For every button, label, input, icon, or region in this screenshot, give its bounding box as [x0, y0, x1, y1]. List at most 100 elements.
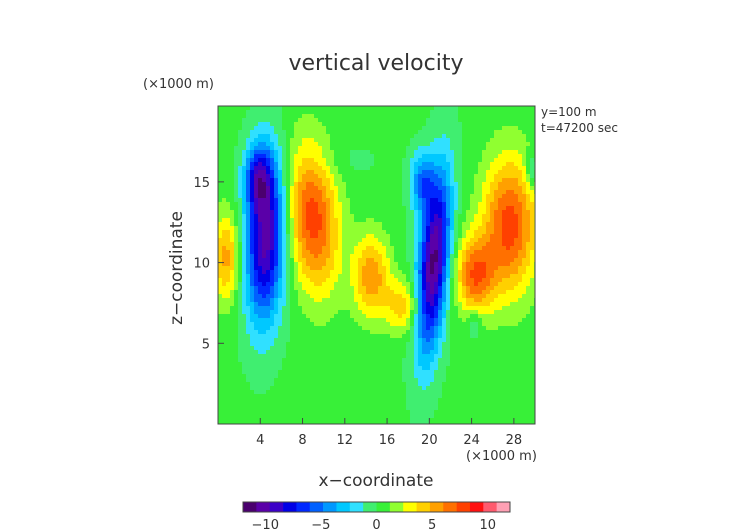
heatmap-cell — [362, 278, 367, 283]
heatmap-cell — [414, 138, 419, 143]
heatmap-cell — [422, 254, 427, 259]
heatmap-cell — [438, 350, 443, 355]
heatmap-cell — [338, 206, 343, 211]
heatmap-cell — [290, 142, 295, 147]
heatmap-cell — [362, 146, 367, 151]
heatmap-cell — [478, 110, 483, 115]
heatmap-cell — [250, 118, 255, 123]
heatmap-cell — [430, 290, 435, 295]
heatmap-cell — [286, 106, 291, 111]
heatmap-cell — [350, 162, 355, 167]
heatmap-cell — [526, 210, 531, 215]
heatmap-cell — [222, 314, 227, 319]
heatmap-cell — [350, 250, 355, 255]
heatmap-cell — [334, 322, 339, 327]
heatmap-cell — [398, 334, 403, 339]
heatmap-cell — [330, 334, 335, 339]
heatmap-cell — [522, 134, 527, 139]
heatmap-cell — [266, 310, 271, 315]
heatmap-cell — [306, 230, 311, 235]
heatmap-cell — [354, 134, 359, 139]
heatmap-cell — [474, 314, 479, 319]
heatmap-cell — [502, 334, 507, 339]
heatmap-cell — [510, 298, 515, 303]
heatmap-cell — [374, 250, 379, 255]
heatmap-cell — [250, 166, 255, 171]
heatmap-cell — [310, 202, 315, 207]
heatmap-cell — [522, 310, 527, 315]
heatmap-cell — [374, 114, 379, 119]
heatmap-cell — [418, 266, 423, 271]
heatmap-cell — [266, 134, 271, 139]
heatmap-cell — [362, 198, 367, 203]
heatmap-cell — [382, 162, 387, 167]
heatmap-cell — [382, 246, 387, 251]
heatmap-cell — [406, 234, 411, 239]
heatmap-cell — [498, 330, 503, 335]
heatmap-cell — [514, 194, 519, 199]
heatmap-cell — [354, 338, 359, 343]
heatmap-cell — [326, 142, 331, 147]
heatmap-cell — [442, 230, 447, 235]
heatmap-cell — [222, 262, 227, 267]
heatmap-cell — [362, 262, 367, 267]
heatmap-cell — [354, 146, 359, 151]
heatmap-cell — [526, 242, 531, 247]
heatmap-cell — [462, 126, 467, 131]
heatmap-cell — [474, 202, 479, 207]
heatmap-cell — [398, 286, 403, 291]
heatmap-cell — [374, 298, 379, 303]
heatmap-cell — [410, 226, 415, 231]
heatmap-cell — [478, 118, 483, 123]
heatmap-cell — [258, 110, 263, 115]
heatmap-cell — [274, 202, 279, 207]
heatmap-cell — [458, 130, 463, 135]
heatmap-cell — [398, 206, 403, 211]
heatmap-cell — [346, 114, 351, 119]
heatmap-cell — [366, 298, 371, 303]
heatmap-cell — [314, 294, 319, 299]
heatmap-cell — [238, 170, 243, 175]
heatmap-cell — [362, 282, 367, 287]
heatmap-cell — [274, 210, 279, 215]
heatmap-cell — [378, 182, 383, 187]
heatmap-cell — [258, 274, 263, 279]
heatmap-cell — [314, 354, 319, 359]
heatmap-cell — [430, 126, 435, 131]
heatmap-cell — [234, 182, 239, 187]
heatmap-cell — [266, 306, 271, 311]
heatmap-cell — [394, 170, 399, 175]
heatmap-cell — [478, 326, 483, 331]
heatmap-cell — [490, 250, 495, 255]
heatmap-cell — [306, 178, 311, 183]
heatmap-cell — [418, 286, 423, 291]
heatmap-cell — [342, 330, 347, 335]
heatmap-cell — [234, 206, 239, 211]
heatmap-cell — [378, 226, 383, 231]
heatmap-cell — [422, 302, 427, 307]
heatmap-cell — [506, 134, 511, 139]
heatmap-cell — [358, 202, 363, 207]
heatmap-cell — [326, 170, 331, 175]
heatmap-cell — [422, 290, 427, 295]
heatmap-cell — [386, 282, 391, 287]
heatmap-cell — [458, 338, 463, 343]
heatmap-cell — [338, 222, 343, 227]
heatmap-cell — [358, 278, 363, 283]
heatmap-cell — [430, 258, 435, 263]
heatmap-cell — [262, 158, 267, 163]
heatmap-cell — [246, 342, 251, 347]
heatmap-cell — [382, 206, 387, 211]
heatmap-cell — [410, 138, 415, 143]
heatmap-cell — [470, 142, 475, 147]
heatmap-cell — [398, 130, 403, 135]
heatmap-cell — [358, 314, 363, 319]
heatmap-cell — [254, 138, 259, 143]
heatmap-cell — [326, 234, 331, 239]
heatmap-cell — [446, 310, 451, 315]
heatmap-cell — [486, 150, 491, 155]
heatmap-cell — [386, 106, 391, 111]
heatmap-cell — [430, 142, 435, 147]
heatmap-cell — [322, 194, 327, 199]
heatmap-cell — [442, 302, 447, 307]
